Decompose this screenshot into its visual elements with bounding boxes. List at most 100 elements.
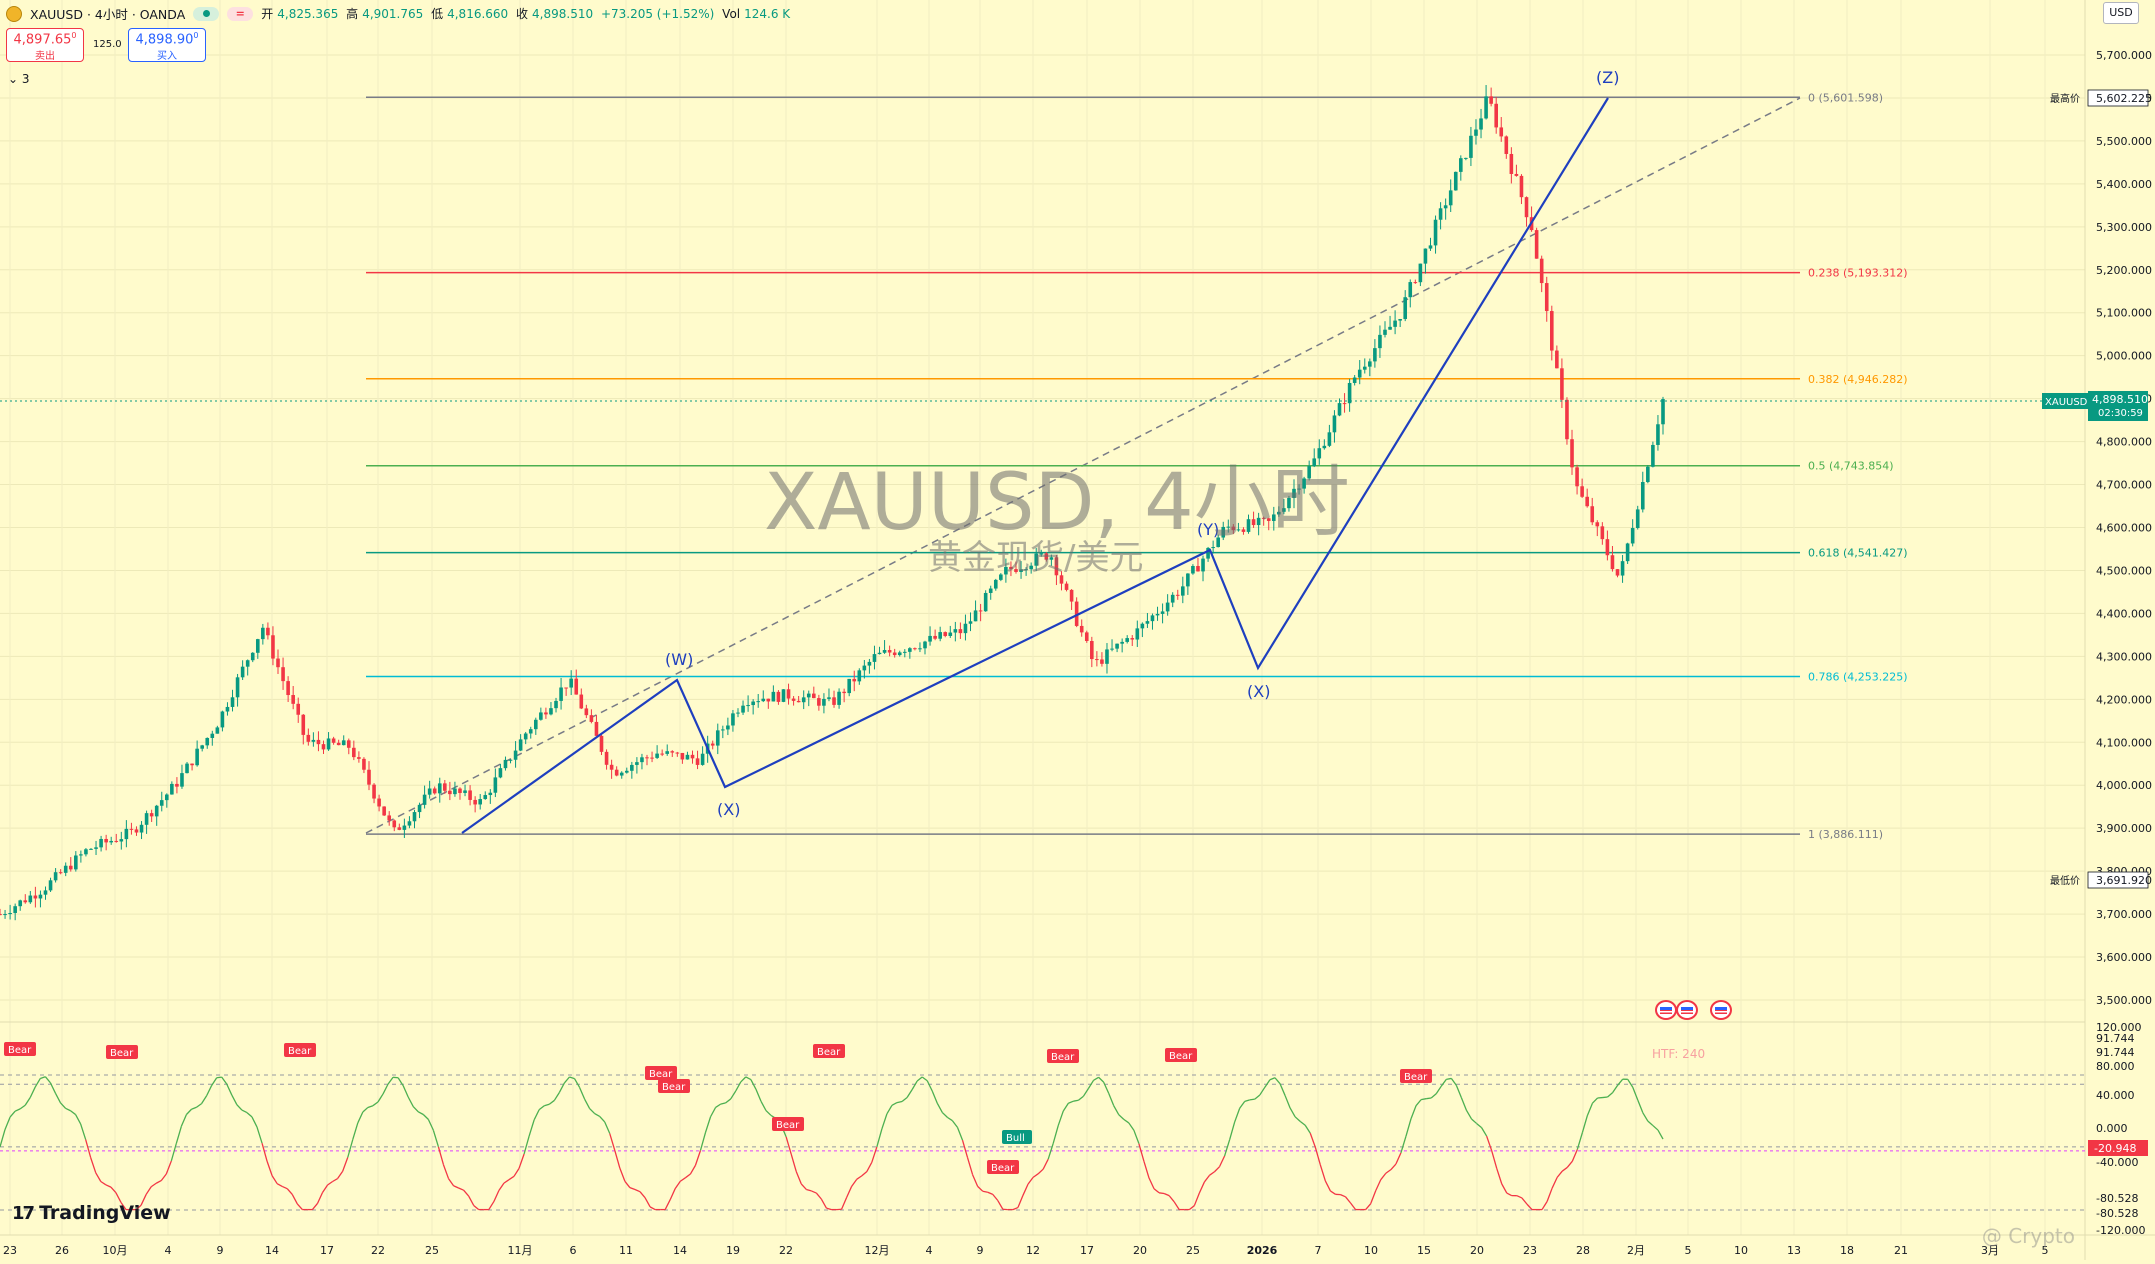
currency-button[interactable]: USD	[2103, 2, 2139, 24]
bear-signal-label: Bear	[649, 1069, 673, 1080]
us-flag-event-icon[interactable]	[1676, 1000, 1698, 1020]
low-value: 4,816.660	[447, 7, 508, 21]
symbol-title[interactable]: XAUUSD · 4小时 · OANDA	[30, 4, 185, 23]
candle-body	[665, 751, 669, 754]
candle-body	[655, 754, 659, 758]
candle-body	[822, 699, 826, 706]
price-tick-label: 5,200.000	[2096, 264, 2152, 277]
candle-body	[893, 653, 897, 656]
candle-body	[691, 755, 695, 759]
osc-htf-label: HTF: 240	[1652, 1047, 1705, 1061]
candle-body	[868, 662, 872, 666]
candle-body	[114, 841, 118, 842]
candle-body	[1434, 220, 1438, 246]
candle-body	[913, 648, 917, 649]
candle-body	[433, 788, 437, 793]
candle-body	[1186, 573, 1190, 586]
candle-body	[1095, 659, 1099, 660]
candle-body	[792, 699, 796, 701]
candle-body	[499, 768, 503, 777]
candle-body	[923, 642, 927, 649]
candle-body	[1631, 528, 1635, 543]
candle-body	[1575, 467, 1579, 486]
indicators-count: 3	[22, 72, 30, 86]
candle-body	[610, 765, 614, 770]
candle-body	[549, 708, 553, 714]
candle-body	[382, 806, 386, 815]
sell-button[interactable]: 4,897.650 卖出	[6, 28, 84, 62]
candle-body	[1444, 205, 1448, 208]
candle-body	[1115, 644, 1119, 649]
time-tick-label: 22	[779, 1244, 793, 1257]
candle-body	[271, 635, 275, 658]
open-label: 开	[261, 7, 273, 21]
time-tick-label: 12	[1026, 1244, 1040, 1257]
osc-current-value: -20.948	[2094, 1142, 2136, 1155]
candle-body	[767, 699, 771, 702]
candle-body	[246, 660, 250, 666]
candle-body	[94, 847, 98, 849]
buy-button[interactable]: 4,898.900 买入	[128, 28, 206, 62]
candle-body	[1156, 614, 1160, 615]
time-tick-label: 18	[1840, 1244, 1854, 1257]
candle-body	[903, 652, 907, 653]
candle-body	[256, 639, 260, 653]
candle-body	[362, 759, 366, 770]
candle-body	[676, 753, 680, 754]
candle-body	[210, 734, 214, 738]
candle-body	[645, 757, 649, 758]
candle-body	[569, 679, 573, 688]
candle-body	[1125, 638, 1129, 642]
candle-body	[559, 688, 563, 701]
vol-label: Vol	[722, 7, 740, 21]
candle-body	[827, 697, 831, 699]
candle-body	[782, 689, 786, 702]
candle-body	[337, 743, 341, 745]
us-flag-event-icon[interactable]	[1655, 1000, 1677, 1020]
candle-body	[342, 740, 346, 745]
candle-body	[150, 813, 154, 816]
candle-body	[84, 849, 88, 854]
candle-body	[403, 826, 407, 830]
low-tag-value: 3,691.920	[2096, 874, 2152, 887]
candle-body	[1494, 104, 1498, 128]
last-tag-countdown: 02:30:59	[2098, 408, 2143, 419]
candle-body	[190, 764, 194, 766]
tradingview-wordmark: TradingView	[39, 1202, 171, 1224]
bear-signal-label: Bear	[1169, 1051, 1193, 1062]
candle-body	[1570, 439, 1574, 467]
candle-body	[1626, 543, 1630, 561]
last-tag-symbol: XAUUSD	[2045, 397, 2088, 408]
candle-body	[600, 736, 604, 752]
candle-body	[1611, 555, 1615, 569]
time-tick-label: 26	[55, 1244, 69, 1257]
candle-body	[312, 740, 316, 742]
fib-level-label: 0.382 (4,946.282)	[1808, 373, 1908, 386]
candle-body	[125, 829, 129, 839]
candle-body	[1479, 118, 1483, 129]
high-tag-label: 最高价	[2050, 92, 2080, 105]
candle-body	[863, 666, 867, 671]
candle-body	[1555, 351, 1559, 369]
candle-body	[620, 773, 624, 776]
candle-body	[1110, 649, 1114, 650]
fib-level-label: 0.618 (4,541.427)	[1808, 547, 1908, 560]
vol-value: 124.6 K	[744, 7, 790, 21]
price-tick-label: 5,500.000	[2096, 135, 2152, 148]
price-tick-label: 5,700.000	[2096, 49, 2152, 62]
gold-coin-icon	[6, 6, 22, 22]
time-tick-label: 2026	[1247, 1244, 1278, 1257]
candle-body	[1560, 368, 1564, 400]
price-tick-label: 5,400.000	[2096, 178, 2152, 191]
candle-body	[1661, 399, 1665, 424]
candle-body	[635, 762, 639, 765]
equal-icon[interactable]: =	[227, 7, 253, 21]
indicators-toggle[interactable]: ⌄ 3	[8, 72, 30, 86]
candle-body	[392, 820, 396, 827]
price-tick-label: 5,300.000	[2096, 221, 2152, 234]
us-flag-event-icon[interactable]	[1710, 1000, 1732, 1020]
